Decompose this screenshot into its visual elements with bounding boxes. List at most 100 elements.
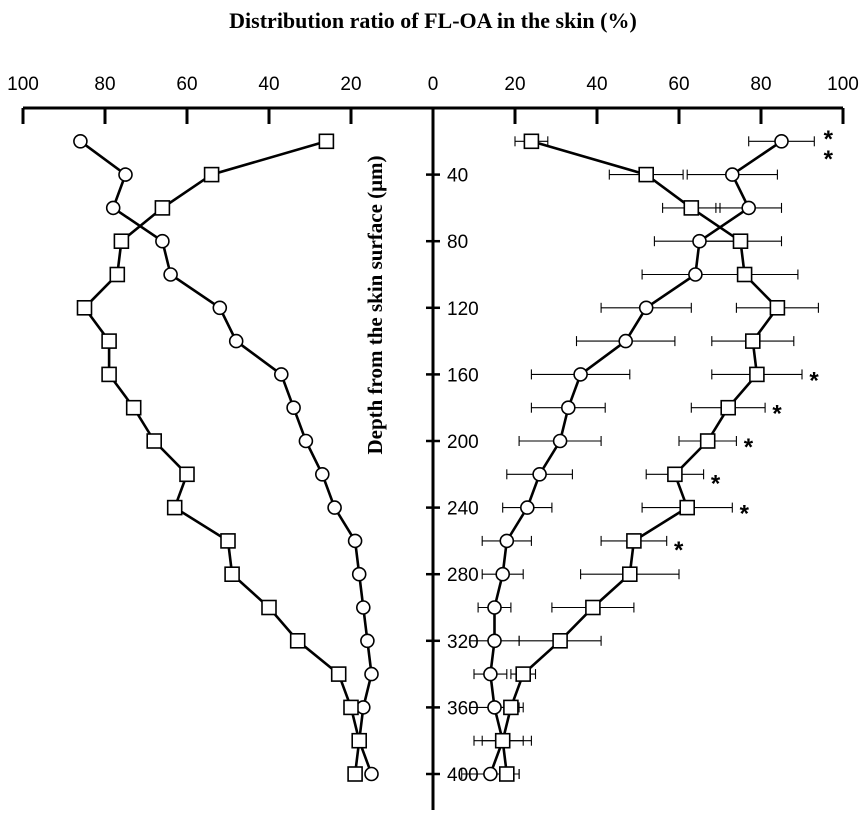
- right-square-point: [769, 299, 786, 316]
- x-tick-label: 80: [750, 74, 771, 95]
- right-square-point: [552, 632, 568, 649]
- left-square-point: [318, 133, 335, 150]
- left-circle-point: [327, 500, 342, 515]
- x-tick-label: 60: [668, 74, 689, 95]
- left-circle-point: [286, 400, 301, 416]
- right-circle-point: [483, 766, 498, 782]
- left-square-point: [154, 200, 171, 216]
- left-square-point: [125, 399, 142, 416]
- right-circle-point: [483, 666, 498, 682]
- y-tick-label: 240: [447, 499, 479, 520]
- series-lines: [79, 140, 783, 775]
- right-circle-point: [741, 200, 757, 216]
- right-circle-point: [519, 500, 535, 515]
- x-tick-label: 40: [258, 74, 279, 95]
- left-circle-point: [364, 666, 379, 682]
- right-square-point: [503, 699, 519, 716]
- right-circle-point: [618, 333, 634, 349]
- left-square-point: [179, 466, 195, 483]
- significance-star: *: [744, 434, 754, 461]
- left-circle-point: [228, 333, 244, 349]
- left-square-point: [220, 533, 236, 549]
- right-square-point: [744, 333, 761, 349]
- right-square-point: [679, 499, 696, 516]
- right-circle-point: [560, 400, 576, 416]
- left-circle-point: [364, 766, 379, 782]
- left-square-point: [76, 299, 93, 316]
- y-tick-labels: 40 80 120 160 200 240 280 320 360 400: [447, 166, 479, 786]
- significance-star: *: [824, 126, 834, 153]
- right-square-point: [621, 566, 638, 583]
- left-circle-point: [155, 233, 170, 249]
- right-circle-point: [495, 566, 511, 582]
- right-square-point: [683, 200, 700, 216]
- left-square-point: [347, 766, 363, 782]
- left-square-point: [224, 566, 240, 583]
- y-tick-label: 120: [447, 299, 479, 320]
- right-square-point: [732, 233, 749, 249]
- right-square-point: [720, 399, 737, 416]
- left-circle-point: [351, 566, 367, 582]
- right-circle-point: [724, 167, 740, 182]
- right-square-point: [699, 433, 716, 449]
- left-square-point: [113, 233, 130, 249]
- y-axis-label: Depth from the skin surface (μm): [363, 155, 387, 454]
- y-tick-label: 160: [447, 365, 479, 386]
- series-markers: [73, 133, 789, 782]
- chart-title: Distribution ratio of FL-OA in the skin …: [229, 8, 637, 33]
- x-tick-label: 40: [586, 74, 607, 95]
- right-square-point: [498, 766, 515, 782]
- left-square-point: [343, 699, 359, 716]
- left-square-point: [289, 632, 306, 649]
- significance-star: *: [740, 501, 750, 528]
- y-tick-label: 40: [447, 166, 468, 187]
- right-circle-point: [487, 600, 502, 615]
- right-circle-point: [532, 466, 547, 482]
- right-circle-point: [552, 433, 568, 449]
- x-tick-label: 0: [428, 74, 439, 95]
- left-square-point: [351, 732, 368, 749]
- left-square-point: [101, 333, 117, 349]
- left-circle-point: [73, 134, 88, 149]
- left-circle-point: [273, 367, 289, 382]
- right-square-point: [626, 533, 642, 549]
- right-square-point: [667, 466, 683, 483]
- significance-star: *: [772, 401, 782, 428]
- left-circle-point: [298, 433, 314, 449]
- right-square-point: [736, 266, 753, 283]
- x-tick-label: 20: [504, 74, 525, 95]
- right-square-point: [638, 166, 655, 183]
- left-square-point: [109, 266, 126, 283]
- right-circle-point: [573, 367, 588, 382]
- x-tick-label: 80: [94, 74, 115, 95]
- right-circle-point: [688, 267, 703, 282]
- x-tick-label: 20: [340, 74, 361, 95]
- significance-marks: ********: [674, 126, 834, 564]
- left-square-point: [146, 433, 162, 449]
- right-circle-point: [499, 533, 515, 549]
- x-tick-label: 100: [7, 74, 39, 95]
- right-circle-point: [638, 300, 654, 316]
- error-bars: [461, 136, 819, 779]
- right-square-point: [515, 666, 532, 682]
- x-tick-labels: 100 80 60 40 20 0 20 40 60 80 100: [7, 74, 859, 95]
- left-square-point: [203, 166, 220, 183]
- left-circle-point: [118, 167, 133, 182]
- left-circle-point: [163, 267, 178, 282]
- left-circle-point: [355, 600, 371, 615]
- left-circle-point: [314, 466, 330, 482]
- significance-star: *: [711, 471, 721, 498]
- left-circle-point: [212, 300, 228, 316]
- right-square-point: [523, 133, 540, 150]
- right-circle-point: [692, 233, 707, 249]
- left-square-point: [101, 366, 117, 383]
- y-tick-label: 80: [447, 232, 468, 253]
- left-square-point: [261, 599, 277, 616]
- significance-star: *: [809, 367, 819, 394]
- right-circle-point: [487, 633, 502, 649]
- right-square-point: [585, 599, 601, 616]
- right-square-point: [494, 732, 511, 749]
- y-tick-label: 320: [447, 632, 479, 653]
- significance-star: *: [674, 537, 684, 564]
